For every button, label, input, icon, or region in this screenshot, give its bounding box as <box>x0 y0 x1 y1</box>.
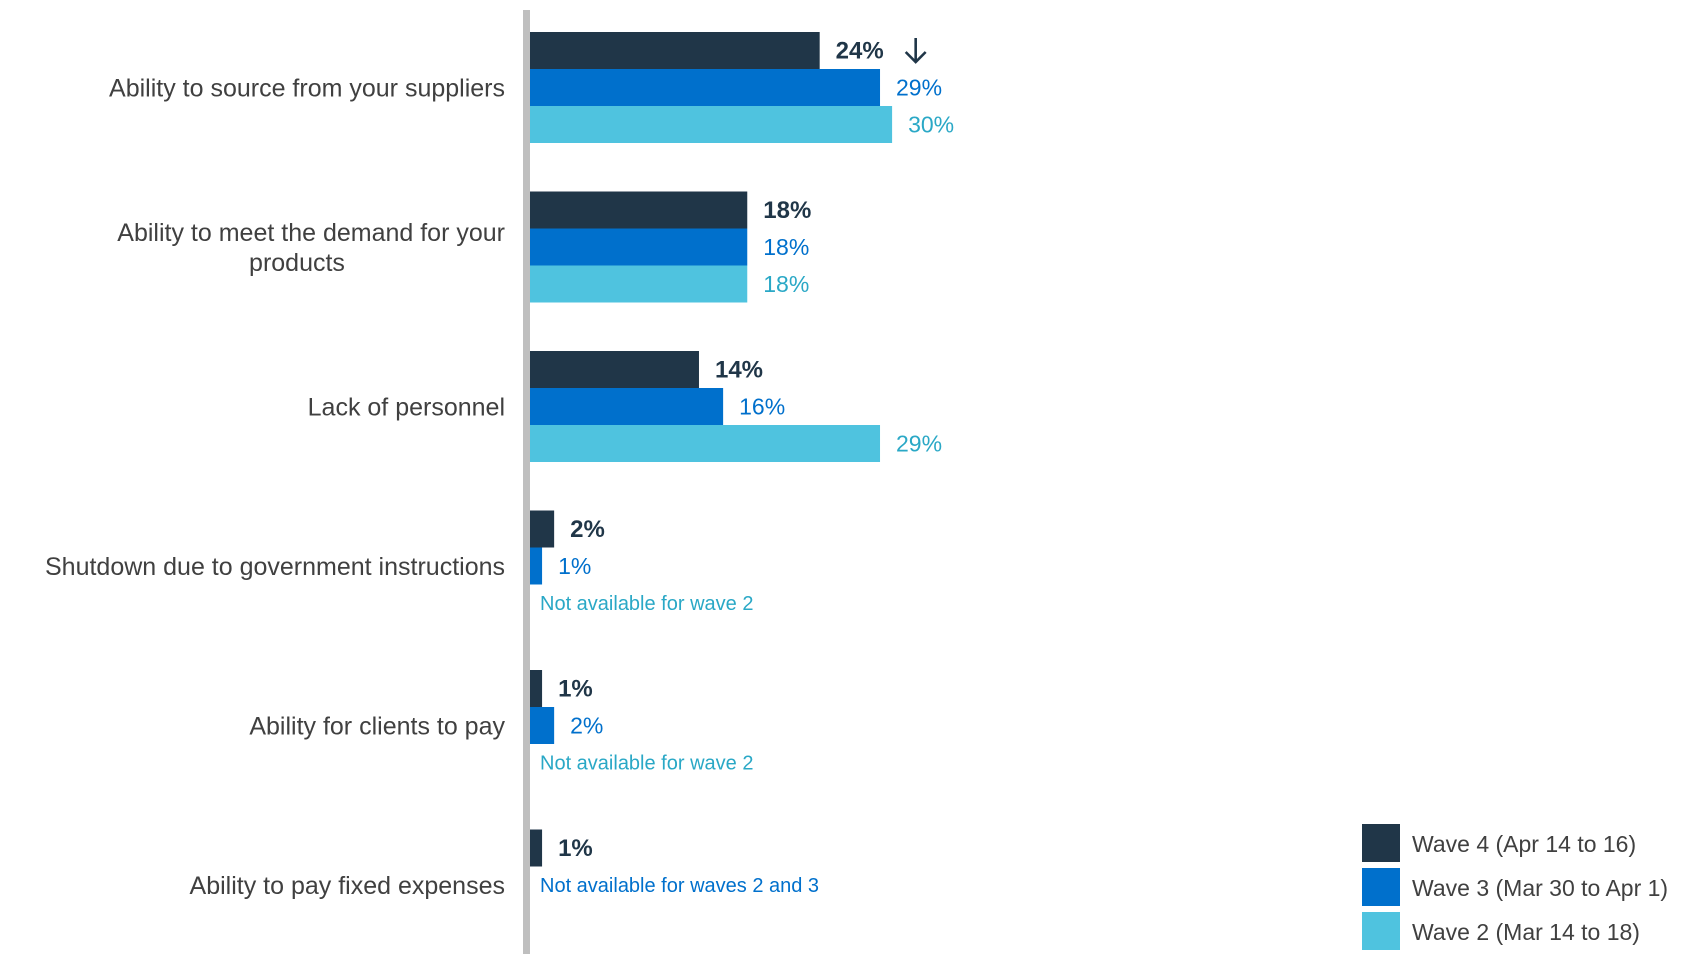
bar-wave3 <box>530 707 555 744</box>
bar-wave3 <box>530 228 748 266</box>
category-label-line: Ability to source from your suppliers <box>109 75 505 103</box>
legend-swatch <box>1362 912 1400 950</box>
labels-layer: Ability to source from your suppliers 24%… <box>45 38 954 901</box>
data-label: 2% <box>570 516 605 543</box>
category-label: Ability for clients to pay <box>249 713 505 741</box>
not-available-note: Not available for waves 2 and 3 <box>540 875 819 897</box>
down-arrow-icon <box>904 38 927 64</box>
bar-wave4 <box>530 829 543 867</box>
category-label-line: Ability for clients to pay <box>249 713 505 741</box>
bar-wave4 <box>530 351 699 388</box>
category-label-line: Ability to pay fixed expenses <box>190 872 505 900</box>
bar-wave3 <box>530 547 543 585</box>
data-label: 2% <box>570 713 603 739</box>
not-available-note: Not available for wave 2 <box>540 753 753 775</box>
data-label: 1% <box>558 676 593 703</box>
legend: Wave 4 (Apr 14 to 16) Wave 3 (Mar 30 to A… <box>1362 824 1668 950</box>
data-label: 1% <box>558 835 593 862</box>
bar-wave2 <box>530 265 748 303</box>
data-label: 18% <box>763 234 809 260</box>
data-label: 16% <box>739 394 785 420</box>
bar-wave3 <box>530 388 724 425</box>
bars-layer <box>530 32 893 867</box>
data-label: 18% <box>763 271 809 297</box>
category-label: Ability to meet the demand for your produ… <box>117 219 505 277</box>
category-label-line: Shutdown due to government instructions <box>45 553 505 581</box>
legend-label: Wave 4 (Apr 14 to 16) <box>1412 831 1636 857</box>
bar-wave2 <box>530 425 881 462</box>
legend-label: Wave 2 (Mar 14 to 18) <box>1412 919 1640 945</box>
legend-swatch <box>1362 868 1400 906</box>
bar-wave4 <box>530 191 748 229</box>
y-axis-line <box>523 10 530 954</box>
data-label: 29% <box>896 75 942 101</box>
category-label: Lack of personnel <box>308 394 505 422</box>
bar-wave2 <box>530 106 893 143</box>
data-label: 24% <box>836 38 884 65</box>
data-label: 30% <box>908 112 954 138</box>
category-label-line: products <box>249 249 345 277</box>
bar-wave4 <box>530 670 543 707</box>
category-label-line: Lack of personnel <box>308 394 505 422</box>
category-label: Ability to source from your suppliers <box>109 75 505 103</box>
category-label-line: Ability to meet the demand for your <box>117 219 505 247</box>
data-label: 1% <box>558 553 591 579</box>
category-label: Shutdown due to government instructions <box>45 553 505 581</box>
not-available-note: Not available for wave 2 <box>540 593 753 615</box>
legend-label: Wave 3 (Mar 30 to Apr 1) <box>1412 875 1668 901</box>
legend-swatch <box>1362 824 1400 862</box>
category-label: Ability to pay fixed expenses <box>190 872 505 900</box>
data-label: 18% <box>763 197 811 224</box>
data-label: 14% <box>715 357 763 384</box>
data-label: 29% <box>896 431 942 457</box>
bar-wave4 <box>530 510 555 548</box>
bar-wave3 <box>530 69 881 106</box>
bar-wave4 <box>530 32 820 69</box>
